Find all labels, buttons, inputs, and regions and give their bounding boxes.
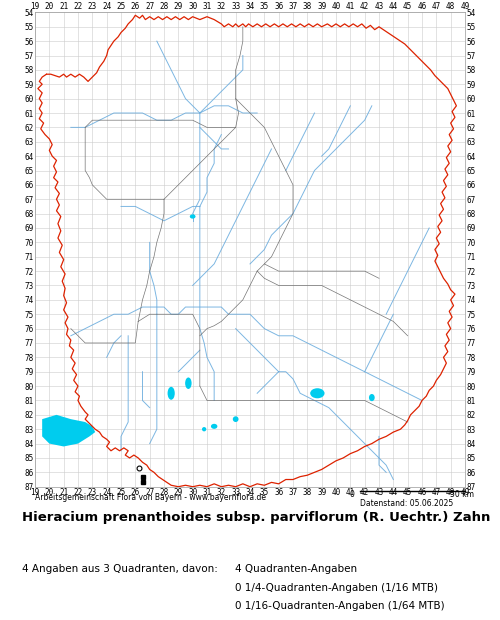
Ellipse shape [202, 427, 206, 432]
Text: 0 1/16-Quadranten-Angaben (1/64 MTB): 0 1/16-Quadranten-Angaben (1/64 MTB) [235, 601, 444, 611]
Ellipse shape [190, 215, 196, 219]
Text: Arbeitsgemeinschaft Flora von Bayern - www.bayernflora.de: Arbeitsgemeinschaft Flora von Bayern - w… [35, 493, 266, 502]
Text: 4 Angaben aus 3 Quadranten, davon:: 4 Angaben aus 3 Quadranten, davon: [22, 564, 218, 574]
Ellipse shape [233, 416, 238, 422]
Ellipse shape [369, 394, 374, 401]
Text: 0 1/4-Quadranten-Angaben (1/16 MTB): 0 1/4-Quadranten-Angaben (1/16 MTB) [235, 583, 438, 593]
Text: Hieracium prenanthoides subsp. parviflorum (R. Uechtr.) Zahn: Hieracium prenanthoides subsp. parviflor… [22, 512, 491, 525]
Polygon shape [42, 415, 95, 446]
Text: 0: 0 [350, 490, 355, 499]
Text: Datenstand: 05.06.2025: Datenstand: 05.06.2025 [360, 499, 453, 508]
Ellipse shape [310, 388, 324, 398]
Ellipse shape [211, 424, 218, 429]
Text: 50 km: 50 km [450, 490, 474, 499]
Ellipse shape [168, 387, 175, 400]
Text: 4 Quadranten-Angaben: 4 Quadranten-Angaben [235, 564, 357, 574]
Ellipse shape [185, 378, 192, 389]
